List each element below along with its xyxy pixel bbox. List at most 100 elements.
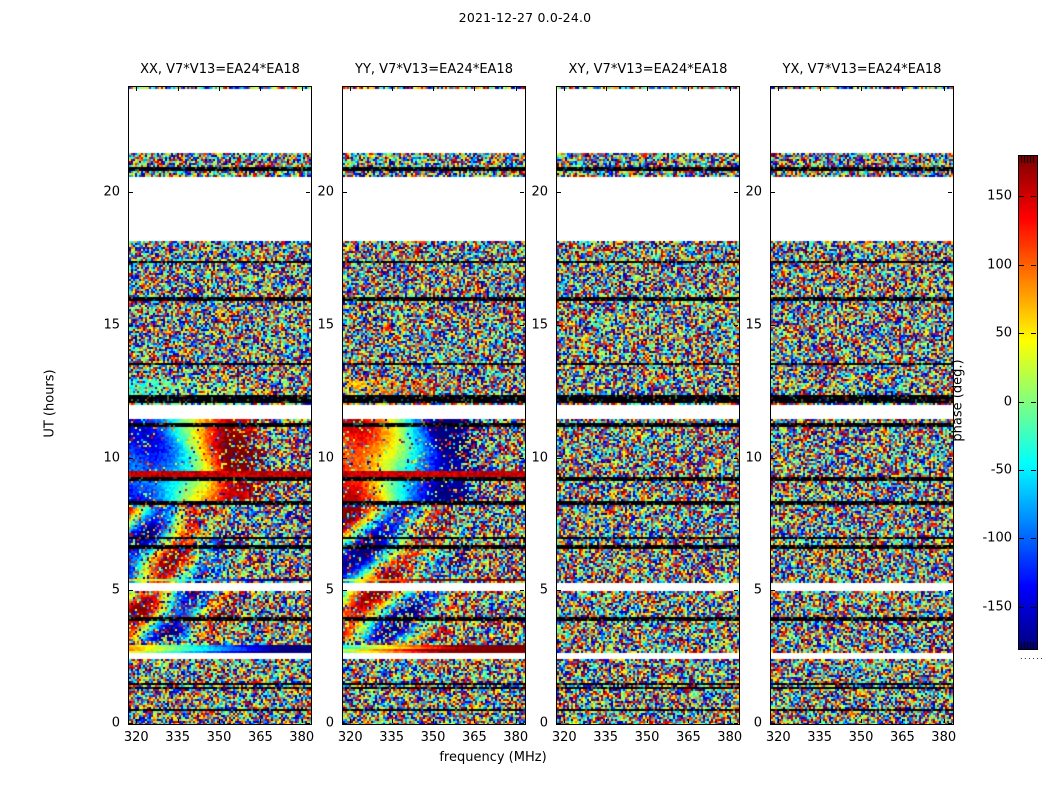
x-tick-mark [778, 719, 779, 723]
y-tick-mark [557, 325, 561, 326]
colorbar-tick-mark [1031, 196, 1036, 197]
y-tick-mark [129, 723, 133, 724]
x-tick-mark [902, 87, 903, 91]
y-tick-label: 15 [103, 317, 120, 333]
colorbar-tick-mark [1019, 265, 1024, 266]
waterfall-image-xy [557, 87, 739, 724]
x-tick-mark [350, 719, 351, 723]
x-tick-label: 335 [807, 730, 833, 745]
colorbar-tick-mark [1031, 265, 1036, 266]
colorbar-extend-cap: ...... [1020, 652, 1045, 661]
y-tick-label: 15 [531, 317, 548, 333]
y-tick-label: 10 [317, 450, 334, 466]
colorbar-tick-mark [1031, 333, 1036, 334]
y-tick-mark [557, 192, 561, 193]
x-tick-label: 365 [889, 730, 915, 745]
x-tick-label: 350 [420, 730, 446, 745]
x-tick-mark [350, 87, 351, 91]
y-tick-mark [734, 458, 738, 459]
x-tick-mark [433, 719, 434, 723]
x-tick-mark [136, 719, 137, 723]
x-tick-label: 320 [337, 730, 363, 745]
y-tick-mark [948, 325, 952, 326]
colorbar-tick-mark [1031, 402, 1036, 403]
x-tick-label: 365 [461, 730, 487, 745]
y-tick-mark [520, 192, 524, 193]
colorbar-tick-mark [1019, 402, 1024, 403]
colorbar-tick-mark [1031, 470, 1036, 471]
colorbar-label: phase (deg.) [950, 358, 966, 442]
colorbar-tick-mark [1031, 538, 1036, 539]
x-tick-mark [688, 719, 689, 723]
y-tick-mark [948, 458, 952, 459]
y-tick-mark [734, 590, 738, 591]
y-tick-mark [343, 192, 347, 193]
y-tick-label: 20 [531, 184, 548, 200]
colorbar-tick-label: 0 [1003, 394, 1012, 409]
x-tick-mark [820, 87, 821, 91]
y-tick-label: 10 [103, 450, 120, 466]
x-tick-label: 335 [165, 730, 191, 745]
colorbar-tick-label: 150 [987, 188, 1012, 204]
x-tick-mark [260, 719, 261, 723]
x-tick-label: 350 [634, 730, 660, 745]
x-tick-mark [606, 87, 607, 91]
y-tick-mark [771, 723, 775, 724]
y-tick-label: 10 [745, 450, 762, 466]
y-tick-mark [948, 590, 952, 591]
x-tick-mark [902, 719, 903, 723]
waterfall-image-yy [343, 87, 525, 724]
x-tick-label: 320 [123, 730, 149, 745]
y-tick-label: 5 [111, 582, 120, 598]
y-tick-mark [734, 325, 738, 326]
x-tick-mark [178, 87, 179, 91]
x-tick-mark [606, 719, 607, 723]
x-tick-mark [647, 719, 648, 723]
y-tick-mark [343, 458, 347, 459]
x-tick-mark [219, 87, 220, 91]
x-tick-label: 365 [247, 730, 273, 745]
y-tick-label: 20 [103, 184, 120, 200]
plot-panel-xy: XY, V7*V13=EA24*EA18 [556, 62, 740, 725]
y-tick-mark [306, 192, 310, 193]
colorbar-tick-mark [1019, 196, 1024, 197]
x-tick-mark [861, 87, 862, 91]
x-tick-label: 380 [289, 730, 315, 745]
y-tick-label: 20 [317, 184, 334, 200]
figure-suptitle: 2021-12-27 0.0-24.0 [458, 10, 592, 25]
y-tick-label: 20 [745, 184, 762, 200]
x-tick-label: 335 [379, 730, 405, 745]
colorbar-tick-label: -100 [982, 530, 1012, 546]
x-tick-mark [730, 719, 731, 723]
y-tick-mark [129, 192, 133, 193]
x-tick-mark [516, 719, 517, 723]
y-tick-mark [734, 192, 738, 193]
plot-panel-yy: YY, V7*V13=EA24*EA18 [342, 62, 526, 725]
y-tick-label: 10 [531, 450, 548, 466]
y-tick-label: 5 [753, 582, 762, 598]
y-tick-mark [734, 723, 738, 724]
x-tick-label: 320 [765, 730, 791, 745]
y-tick-mark [771, 192, 775, 193]
y-tick-label: 5 [325, 582, 334, 598]
x-tick-mark [647, 87, 648, 91]
x-tick-label: 380 [717, 730, 743, 745]
y-tick-mark [306, 590, 310, 591]
y-tick-label: 15 [317, 317, 334, 333]
x-tick-mark [136, 87, 137, 91]
y-tick-mark [557, 723, 561, 724]
x-tick-mark [433, 87, 434, 91]
x-tick-label: 380 [931, 730, 957, 745]
x-tick-mark [516, 87, 517, 91]
colorbar-tick-mark [1019, 333, 1024, 334]
y-tick-mark [948, 192, 952, 193]
x-tick-label: 320 [551, 730, 577, 745]
y-tick-label: 15 [745, 317, 762, 333]
x-tick-mark [219, 719, 220, 723]
x-tick-mark [260, 87, 261, 91]
x-tick-mark [474, 87, 475, 91]
colorbar [1018, 155, 1038, 650]
y-tick-mark [520, 590, 524, 591]
y-tick-mark [771, 458, 775, 459]
x-tick-mark [820, 719, 821, 723]
